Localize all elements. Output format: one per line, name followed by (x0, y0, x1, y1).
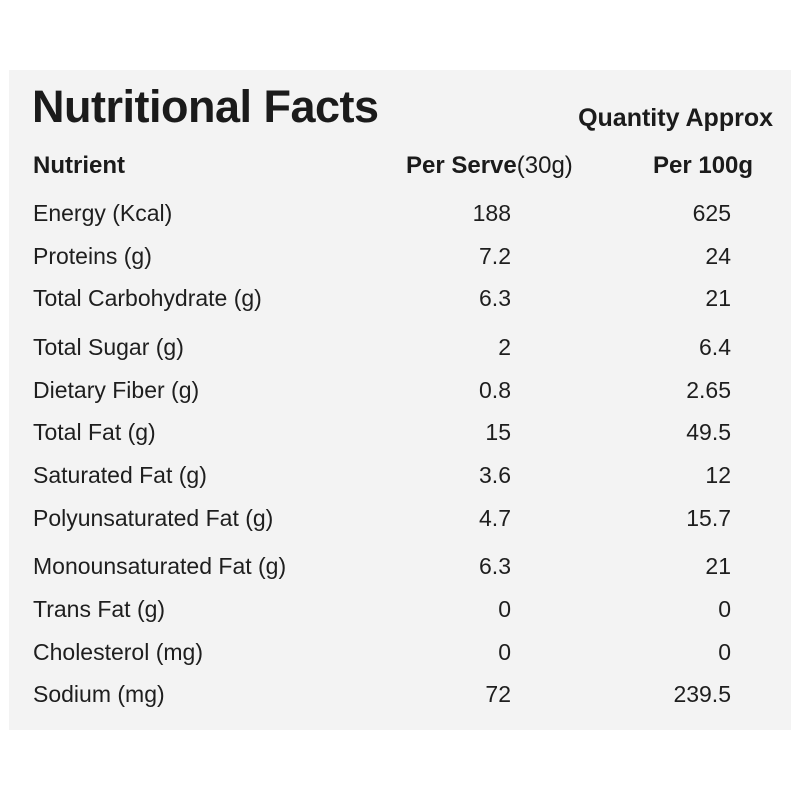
per-serve-value: 2 (498, 334, 511, 360)
nutrient-name: Proteins (g) (33, 243, 152, 269)
nutrient-name: Trans Fat (g) (33, 596, 166, 622)
per-100g-value: 625 (692, 200, 731, 226)
per-serve-value: 3.6 (479, 462, 511, 488)
nutrition-facts-panel: Nutritional Facts Quantity Approx Nutrie… (9, 70, 791, 730)
nutrient-name: Monounsaturated Fat (g) (33, 553, 287, 579)
header-per-serve-label: Per Serve (406, 152, 517, 179)
table-row: Energy (Kcal) 188 625 (9, 197, 791, 229)
table-row: Total Sugar (g) 2 6.4 (9, 331, 791, 363)
per-serve-value: 15 (485, 419, 511, 445)
per-100g-value: 21 (705, 553, 731, 579)
quantity-approx-label: Quantity Approx (578, 104, 773, 132)
per-serve-value: 0 (498, 596, 511, 622)
per-100g-value: 21 (705, 285, 731, 311)
nutrient-name: Energy (Kcal) (33, 200, 173, 226)
per-100g-value: 239.5 (673, 681, 731, 707)
per-100g-value: 15.7 (686, 505, 731, 531)
table-row: Polyunsaturated Fat (g) 4.7 15.7 (9, 502, 791, 534)
per-serve-value: 0 (498, 639, 511, 665)
nutrient-name: Cholesterol (mg) (33, 639, 203, 665)
nutrient-name: Sodium (mg) (33, 681, 165, 707)
nutrient-name: Dietary Fiber (g) (33, 377, 200, 403)
table-row: Monounsaturated Fat (g) 6.3 21 (9, 550, 791, 582)
per-100g-value: 24 (705, 243, 731, 269)
per-100g-value: 0 (718, 639, 731, 665)
per-serve-value: 6.3 (479, 285, 511, 311)
per-100g-value: 6.4 (699, 334, 731, 360)
table-row: Total Fat (g) 15 49.5 (9, 416, 791, 448)
header-per-100g: Per 100g (653, 152, 754, 179)
header-per-serve-unit: (30g) (516, 152, 573, 179)
table-header: Nutrient Per Serve(30g) Per 100g (9, 150, 791, 182)
per-serve-value: 7.2 (479, 243, 511, 269)
header-nutrient: Nutrient (33, 152, 125, 179)
per-serve-value: 0.8 (479, 377, 511, 403)
nutrient-name: Total Fat (g) (33, 419, 156, 445)
table-row: Saturated Fat (g) 3.6 12 (9, 459, 791, 491)
per-100g-value: 0 (718, 596, 731, 622)
per-serve-value: 6.3 (479, 553, 511, 579)
table-row: Dietary Fiber (g) 0.8 2.65 (9, 374, 791, 406)
per-100g-value: 2.65 (686, 377, 731, 403)
header-per-serve: Per Serve(30g) (406, 150, 573, 182)
table-row: Cholesterol (mg) 0 0 (9, 636, 791, 668)
per-serve-value: 188 (472, 200, 511, 226)
nutrient-name: Saturated Fat (g) (33, 462, 207, 488)
per-100g-value: 49.5 (686, 419, 731, 445)
nutrition-title: Nutritional Facts (32, 81, 379, 132)
per-serve-value: 4.7 (479, 505, 511, 531)
table-row: Sodium (mg) 72 239.5 (9, 678, 791, 710)
nutrient-name: Total Sugar (g) (33, 334, 184, 360)
per-100g-value: 12 (705, 462, 731, 488)
nutrient-name: Total Carbohydrate (g) (33, 285, 262, 311)
table-row: Total Carbohydrate (g) 6.3 21 (9, 282, 791, 314)
nutrient-name: Polyunsaturated Fat (g) (33, 505, 274, 531)
table-row: Trans Fat (g) 0 0 (9, 593, 791, 625)
table-row: Proteins (g) 7.2 24 (9, 240, 791, 272)
per-serve-value: 72 (485, 681, 511, 707)
